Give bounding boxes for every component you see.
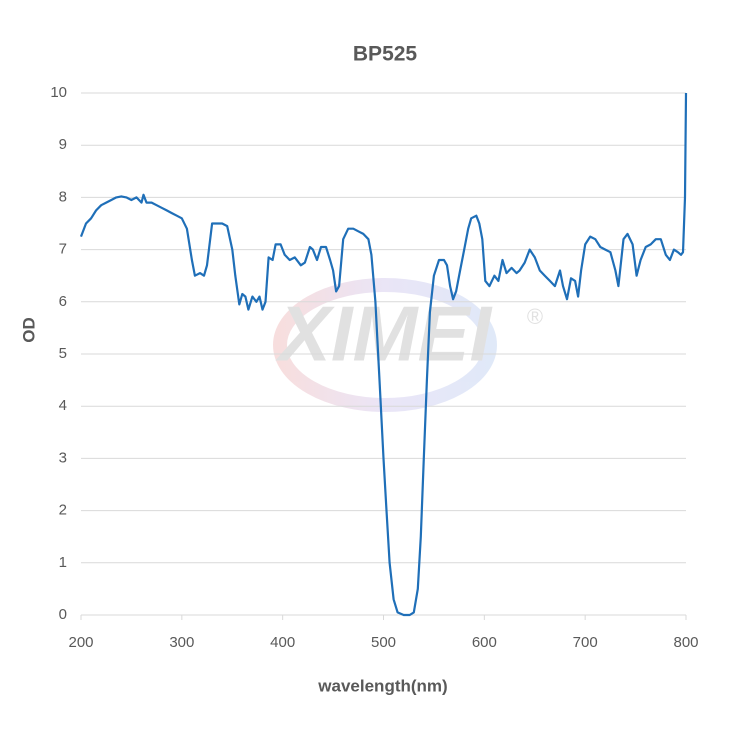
x-tick-label: 200 <box>68 634 93 651</box>
x-tick-label: 600 <box>472 634 497 651</box>
y-tick-label: 9 <box>59 136 67 153</box>
x-axis-title: wavelength(nm) <box>317 676 447 695</box>
y-tick-label: 2 <box>59 502 67 519</box>
watermark: XIMEI ® <box>273 278 543 412</box>
x-tick-label: 500 <box>371 634 396 651</box>
y-tick-label: 4 <box>59 397 67 414</box>
y-tick-label: 5 <box>59 345 67 362</box>
y-tick-label: 3 <box>59 449 67 466</box>
y-tick-label: 7 <box>59 241 67 258</box>
watermark-text: XIMEI <box>275 290 493 378</box>
y-tick-label: 10 <box>50 84 67 101</box>
watermark-ring <box>273 278 497 412</box>
y-tick-label: 0 <box>59 606 67 623</box>
y-tick-label: 8 <box>59 188 67 205</box>
chart-title: BP525 <box>353 43 418 66</box>
y-tick-label: 1 <box>59 554 67 571</box>
watermark-symbol: ® <box>527 304 543 329</box>
x-tick-label: 800 <box>673 634 698 651</box>
x-tick-label: 300 <box>169 634 194 651</box>
x-tick-label: 400 <box>270 634 295 651</box>
data-line <box>79 92 688 617</box>
y-axis-title: OD <box>19 317 38 343</box>
y-tick-label: 6 <box>59 293 67 310</box>
x-tick-label: 700 <box>573 634 598 651</box>
